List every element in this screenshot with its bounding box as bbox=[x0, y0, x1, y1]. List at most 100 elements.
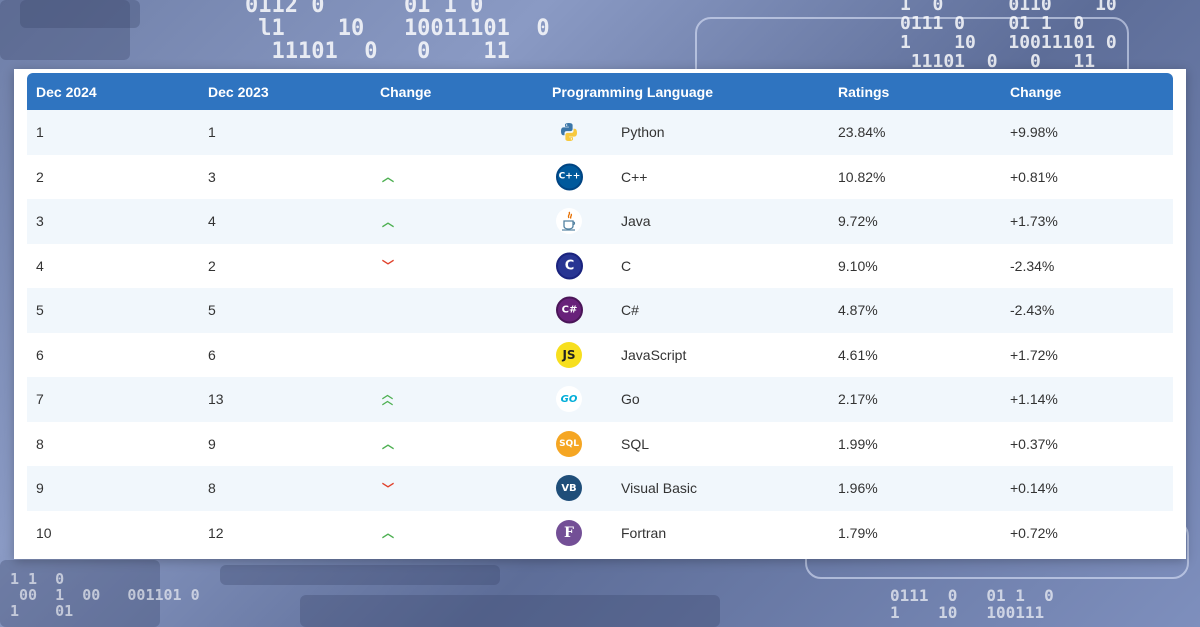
background-shape bbox=[0, 560, 160, 627]
background-digits-top-right: 1 0 0110 10 0111 0 01 1 0 1 10 10011101 … bbox=[900, 0, 1117, 72]
table-row: 3 4 ︿ Java 9.72% +1.73% bbox=[27, 199, 1173, 244]
table-row: 7 13 ︿ ︿ GO Go 2.17% +1.14% bbox=[27, 377, 1173, 422]
background-digits-top-left: 0112 0 01 1 0 l1 10 10011101 0 11101 0 0… bbox=[245, 0, 550, 65]
header-dec-2023[interactable]: Dec 2023 bbox=[208, 83, 269, 100]
language-cell: GO Go bbox=[543, 377, 829, 422]
ratings-change-cell: +9.98% bbox=[1010, 124, 1058, 141]
c-logo-icon: C bbox=[556, 252, 583, 280]
chevron-up-icon: ︿ bbox=[382, 214, 395, 229]
fortran-logo-icon: F bbox=[556, 519, 582, 546]
rank-2024-cell: 4 bbox=[36, 257, 44, 274]
background-digits-bottom-left: 1 1 0 00 1 00 001101 0 1 01 bbox=[10, 570, 200, 620]
header-ratings-change[interactable]: Change bbox=[1010, 83, 1062, 100]
language-cell: Python bbox=[543, 110, 829, 155]
chevron-up-icon: ︿ bbox=[382, 437, 395, 452]
rank-2024-cell: 3 bbox=[36, 213, 44, 230]
ratings-change-cell: +0.81% bbox=[1010, 168, 1058, 185]
rank-2023-cell: 8 bbox=[208, 480, 216, 497]
trend-cell bbox=[371, 110, 543, 155]
ratings-change-cell: -2.34% bbox=[1010, 257, 1055, 274]
trend-cell: ︿ bbox=[371, 511, 543, 556]
ranking-panel: Dec 2024 Dec 2023 Change Programming Lan… bbox=[14, 69, 1186, 559]
background-shape bbox=[0, 0, 130, 60]
trend-cell: ﹀ bbox=[371, 244, 543, 289]
language-name[interactable]: Visual Basic bbox=[621, 480, 698, 497]
rank-2024-cell: 10 bbox=[36, 524, 52, 541]
rank-2024-cell: 6 bbox=[36, 346, 44, 363]
ratings-change-cell: +0.37% bbox=[1010, 435, 1058, 452]
trend-cell bbox=[371, 288, 543, 333]
ratings-change-cell: +0.14% bbox=[1010, 480, 1058, 497]
table-row: 10 12 ︿ F Fortran 1.79% +0.72% bbox=[27, 510, 1173, 556]
java-logo-icon bbox=[556, 208, 582, 235]
language-cell: SQL SQL bbox=[543, 422, 829, 467]
language-cell: JS JavaScript bbox=[543, 333, 829, 378]
ratings-cell: 4.87% bbox=[838, 302, 878, 319]
rank-2023-cell: 3 bbox=[208, 168, 216, 185]
rank-2024-cell: 1 bbox=[36, 124, 44, 141]
background-shape bbox=[300, 595, 720, 627]
table-row: 4 2 ﹀ C C 9.10% -2.34% bbox=[27, 243, 1173, 289]
header-ratings[interactable]: Ratings bbox=[838, 83, 890, 100]
table-row: 5 5 C# C# 4.87% -2.43% bbox=[27, 288, 1173, 333]
table-row: 1 1 Python 23.84% +9.98% bbox=[27, 110, 1173, 155]
background-shape bbox=[220, 565, 500, 585]
language-name[interactable]: Python bbox=[621, 124, 665, 141]
trend-cell: ︿ ︿ bbox=[371, 377, 543, 422]
language-name[interactable]: Go bbox=[621, 391, 640, 408]
rank-2023-cell: 13 bbox=[208, 391, 224, 408]
language-name[interactable]: C# bbox=[621, 302, 639, 319]
language-name[interactable]: JavaScript bbox=[621, 346, 687, 363]
header-programming-language[interactable]: Programming Language bbox=[552, 83, 714, 100]
language-cell: C# C# bbox=[543, 288, 829, 333]
table-header-row: Dec 2024 Dec 2023 Change Programming Lan… bbox=[27, 73, 1173, 110]
header-dec-2024[interactable]: Dec 2024 bbox=[36, 83, 97, 100]
rank-2023-cell: 5 bbox=[208, 302, 216, 319]
language-name[interactable]: C bbox=[621, 257, 632, 274]
ratings-cell: 1.96% bbox=[838, 480, 878, 497]
header-rank-change[interactable]: Change bbox=[380, 83, 432, 100]
ratings-change-cell: +1.14% bbox=[1010, 391, 1058, 408]
table-row: 6 6 JS JavaScript 4.61% +1.72% bbox=[27, 332, 1173, 378]
rank-2023-cell: 12 bbox=[208, 524, 224, 541]
go-logo-icon: GO bbox=[556, 386, 582, 413]
trend-cell: ︿ bbox=[371, 422, 543, 467]
sql-logo-icon: SQL bbox=[556, 430, 582, 457]
chevron-up-icon: ︿ bbox=[382, 170, 395, 185]
visual-basic-logo-icon: VB bbox=[556, 475, 582, 502]
language-ranking-table: Dec 2024 Dec 2023 Change Programming Lan… bbox=[27, 73, 1173, 555]
rank-2023-cell: 4 bbox=[208, 213, 216, 230]
ratings-cell: 23.84% bbox=[838, 124, 886, 141]
rank-2024-cell: 5 bbox=[36, 302, 44, 319]
language-name[interactable]: Java bbox=[621, 213, 651, 230]
rank-2024-cell: 7 bbox=[36, 391, 44, 408]
language-cell: VB Visual Basic bbox=[543, 466, 829, 511]
rank-2023-cell: 9 bbox=[208, 435, 216, 452]
python-logo-icon bbox=[556, 119, 582, 145]
double-chevron-up-icon: ︿ ︿ bbox=[382, 389, 393, 408]
rank-2024-cell: 2 bbox=[36, 168, 44, 185]
background-digits-bottom-right: 0111 0 01 1 0 1 10 100111 bbox=[890, 586, 1054, 622]
language-name[interactable]: Fortran bbox=[621, 524, 667, 541]
table-row: 8 9 ︿ SQL SQL 1.99% +0.37% bbox=[27, 421, 1173, 467]
table-row: 2 3 ︿ C++ C++ 10.82% +0.81% bbox=[27, 154, 1173, 200]
chevron-up-icon: ︿ bbox=[382, 526, 395, 541]
ratings-cell: 10.82% bbox=[838, 168, 886, 185]
trend-cell: ﹀ bbox=[371, 466, 543, 511]
table-row: 9 8 ﹀ VB Visual Basic 1.96% +0.14% bbox=[27, 466, 1173, 511]
trend-cell: ︿ bbox=[371, 155, 543, 200]
rank-2024-cell: 8 bbox=[36, 435, 44, 452]
language-cell: C C bbox=[543, 244, 829, 289]
trend-cell: ︿ bbox=[371, 199, 543, 244]
ratings-cell: 4.61% bbox=[838, 346, 878, 363]
language-cell: F Fortran bbox=[543, 511, 829, 556]
language-name[interactable]: SQL bbox=[621, 435, 650, 452]
ratings-change-cell: +0.72% bbox=[1010, 524, 1058, 541]
ratings-cell: 9.10% bbox=[838, 257, 878, 274]
language-name[interactable]: C++ bbox=[621, 168, 648, 185]
ratings-cell: 1.79% bbox=[838, 524, 878, 541]
ratings-cell: 9.72% bbox=[838, 213, 878, 230]
ratings-change-cell: +1.73% bbox=[1010, 213, 1058, 230]
cpp-logo-icon: C++ bbox=[556, 163, 583, 191]
rank-2024-cell: 9 bbox=[36, 480, 44, 497]
